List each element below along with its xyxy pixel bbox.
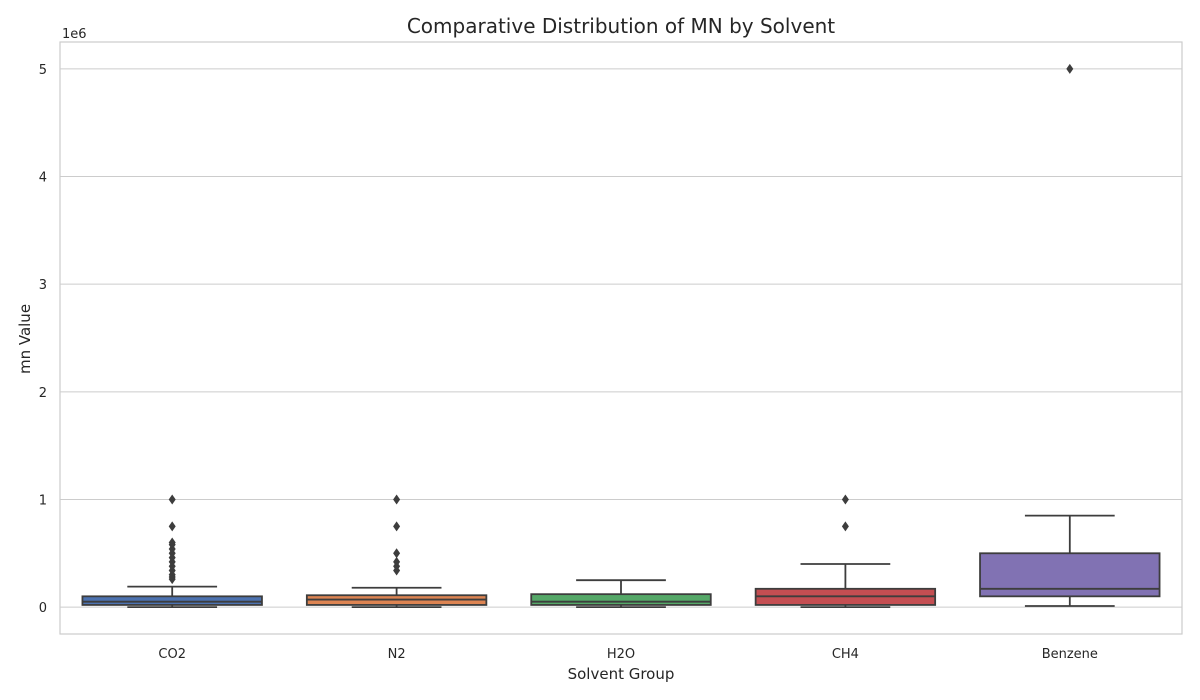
box-iqr [979, 552, 1161, 598]
y-tick-label: 5 [39, 63, 47, 78]
x-tick-label: CO2 [158, 647, 186, 662]
box-group-h2o [530, 579, 712, 608]
box-iqr [530, 593, 712, 606]
x-tick-labels: CO2 N2 H2O CH4 Benzene [158, 647, 1098, 662]
box-group-ch4 [754, 494, 937, 608]
y-tick-label: 1 [39, 493, 47, 508]
x-tick-label: CH4 [832, 647, 859, 662]
outlier-point [168, 537, 176, 548]
outlier-point [841, 521, 849, 532]
y-multiplier-label: 1e6 [62, 27, 87, 42]
x-axis-label: Solvent Group [568, 665, 675, 683]
box-iqr [81, 595, 263, 606]
plot-frame [59, 41, 1183, 635]
outlier-point [393, 548, 401, 559]
outlier-point [393, 494, 401, 505]
y-tick-labels: 0 1 2 3 4 5 [39, 63, 47, 616]
outlier-point [393, 521, 401, 532]
boxes-layer [81, 63, 1161, 608]
box-group-benzene [979, 63, 1161, 607]
y-tick-label: 3 [39, 278, 47, 293]
chart-title: Comparative Distribution of MN by Solven… [407, 14, 835, 38]
y-tick-label: 2 [39, 386, 47, 401]
y-axis-label: mn Value [16, 304, 34, 374]
y-tick-label: 4 [39, 171, 47, 186]
outlier-point [168, 521, 176, 532]
outlier-point [393, 556, 401, 567]
outlier-point [168, 494, 176, 505]
outlier-point [841, 494, 849, 505]
outlier-point [1066, 63, 1074, 74]
x-tick-label: H2O [607, 647, 635, 662]
x-tick-label: Benzene [1042, 647, 1098, 662]
y-tick-label: 0 [39, 601, 47, 616]
box-group-co2 [81, 494, 263, 608]
x-tick-label: N2 [388, 647, 406, 662]
box-group-n2 [305, 494, 488, 608]
grid-layer [60, 68, 1182, 608]
